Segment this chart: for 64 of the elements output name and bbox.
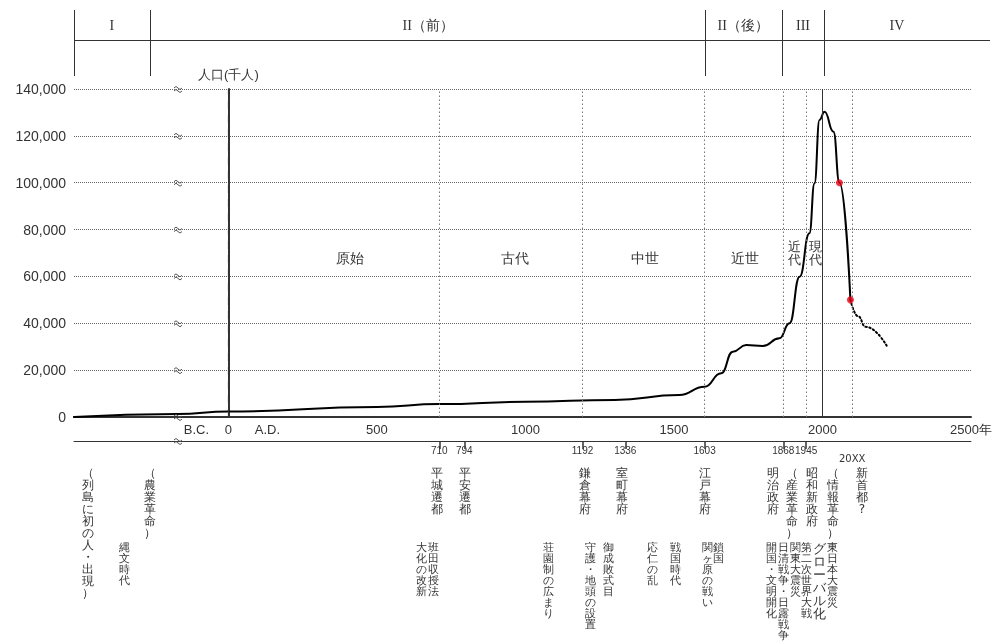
text: 荘園制の広まり: [542, 541, 554, 620]
text: 20XX: [839, 452, 866, 464]
y-tick-label: 120,000: [15, 127, 67, 144]
text: II（後）: [717, 18, 769, 33]
annotation: 近世: [731, 249, 759, 266]
text: 鎖国: [712, 541, 724, 565]
text: 第二次世界大戦: [800, 541, 812, 620]
text: 東日本大震災: [826, 541, 838, 609]
text: （列島に初の人・出現）: [82, 466, 94, 600]
text: 応仁の乱: [646, 541, 658, 587]
text: 平安遷都: [459, 466, 471, 516]
x-tick-label: 2000: [808, 422, 837, 437]
text: 平城遷都: [431, 466, 443, 516]
text: III: [796, 18, 810, 33]
text: （産業革命）: [786, 466, 798, 540]
text: 室町幕府: [616, 466, 628, 516]
text: 江戸幕府: [699, 466, 711, 516]
y-axis-title: 人口(千人): [198, 67, 259, 82]
x-tick-label: 0: [224, 422, 233, 437]
text: 関ヶ原の戦い: [701, 541, 713, 609]
x2-tick-label: 1868: [772, 444, 795, 456]
text: （農業革命）: [144, 466, 156, 540]
text: 関東大震災: [789, 541, 801, 598]
x2-tick-label: 1945: [795, 444, 818, 456]
annotation: 現代: [808, 239, 822, 267]
x2-tick-label: 1192: [571, 444, 594, 456]
text: 昭和新政府: [806, 466, 818, 528]
text: 開国・文明開化: [765, 541, 777, 620]
x-tick-label: 1000: [511, 422, 540, 437]
text: 日清戦争・日露戦争: [777, 541, 789, 642]
y-tick-label: 0: [58, 409, 67, 425]
annotation: 原始: [336, 249, 364, 266]
y-tick-label: 80,000: [23, 221, 67, 238]
text: 新首都?: [856, 466, 868, 516]
x2-tick-label: 1603: [693, 444, 717, 456]
text: 御成敗式目: [602, 541, 614, 598]
x-tick-label: 500: [366, 422, 388, 437]
text: 縄文時代: [118, 541, 130, 587]
text: IV: [889, 18, 905, 33]
text: 鎌倉幕府: [579, 466, 591, 516]
text: 明治政府: [767, 466, 779, 516]
y-tick-label: 60,000: [23, 268, 67, 285]
x2-tick-label: 710: [430, 444, 449, 456]
text: II（前）: [402, 18, 454, 33]
x-tick-label: A.D.: [254, 422, 281, 437]
text: 大化の改新: [415, 541, 427, 598]
x-tick-label: 2500年: [950, 422, 992, 437]
x2-tick-label: 794: [455, 444, 474, 456]
text: 戦国時代: [669, 541, 681, 587]
text: 守護・地頭の設置: [584, 541, 596, 631]
x-tick-label: B.C.: [183, 422, 210, 437]
annotation: 古代: [501, 249, 529, 266]
annotation: 近代: [787, 239, 801, 267]
text: I: [109, 18, 115, 33]
text: （情報革命）: [827, 466, 839, 540]
text: グローバル化: [812, 541, 826, 621]
y-tick-label: 100,000: [15, 174, 67, 191]
x-tick-label: 1500: [659, 422, 689, 437]
y-tick-label: 20,000: [23, 362, 67, 379]
annotation: 中世: [631, 249, 659, 266]
x2-tick-label: 1336: [614, 444, 637, 456]
y-tick-label: 40,000: [23, 315, 67, 332]
text: 班田収授法: [427, 541, 439, 598]
y-tick-label: 140,000: [15, 81, 67, 97]
